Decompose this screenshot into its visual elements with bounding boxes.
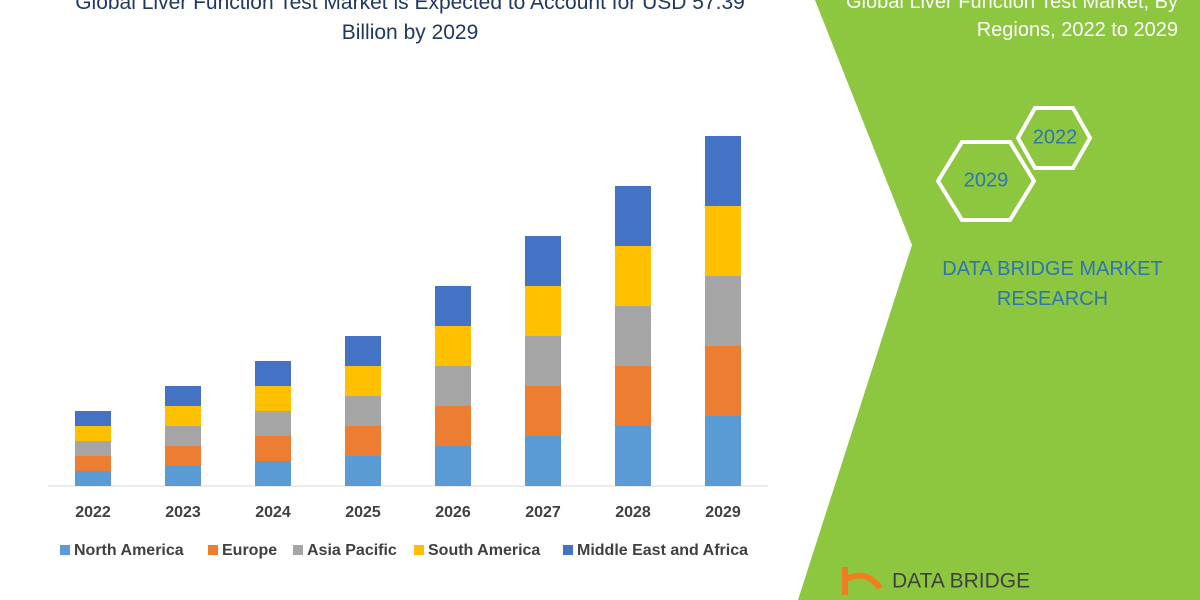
bar-segment — [525, 336, 561, 386]
bar-segment — [705, 206, 741, 276]
bar-segment — [525, 236, 561, 286]
x-tick-label: 2022 — [75, 504, 111, 521]
hexagon-label: 2022 — [1033, 126, 1078, 148]
bar-segment — [75, 411, 111, 426]
chart-title: Global Liver Function Test Market is Exp… — [75, 0, 745, 44]
bar-segment — [615, 306, 651, 366]
bar-segment — [525, 286, 561, 336]
legend-label: Europe — [222, 542, 277, 559]
legend-label: North America — [74, 542, 184, 559]
bar-segment — [165, 386, 201, 406]
bar-segment — [615, 426, 651, 486]
bar-segment — [345, 456, 381, 486]
bar-segment — [255, 386, 291, 411]
bar-segment — [615, 366, 651, 426]
bar-segment — [345, 396, 381, 426]
bar-segment — [525, 386, 561, 436]
bar-segment — [435, 286, 471, 326]
bar-segment — [705, 276, 741, 346]
bar-segment — [615, 246, 651, 306]
bar-segment — [165, 426, 201, 446]
x-tick-label: 2025 — [345, 504, 381, 521]
bar-segment — [255, 436, 291, 461]
bar-segment — [435, 446, 471, 486]
x-tick-label: 2023 — [165, 504, 201, 521]
bar-segment — [75, 471, 111, 486]
legend-label: Middle East and Africa — [577, 542, 748, 559]
legend-swatch — [414, 545, 424, 555]
bar-segment — [345, 426, 381, 456]
legend-swatch — [208, 545, 218, 555]
legend-swatch — [563, 545, 573, 555]
logo-icon — [842, 567, 883, 595]
x-tick-label: 2027 — [525, 504, 561, 521]
x-tick-label: 2029 — [705, 504, 741, 521]
bar-segment — [705, 346, 741, 416]
hexagon — [1015, 106, 1093, 170]
bar-segment — [705, 416, 741, 486]
bar-segment — [255, 461, 291, 486]
bar-segment — [435, 406, 471, 446]
panel-title: Global Liver Function Test Market, By Re… — [846, 0, 1178, 41]
legend-label: South America — [428, 542, 540, 559]
hexagon-label: 2029 — [964, 169, 1009, 191]
x-tick-label: 2024 — [255, 504, 291, 521]
logo-text: DATA BRIDGE — [892, 570, 1030, 593]
bar-segment — [255, 361, 291, 386]
bar-segment — [75, 426, 111, 441]
bar-segment — [525, 436, 561, 486]
bar-segment — [165, 466, 201, 486]
brand-text: DATA BRIDGE MARKET RESEARCH — [942, 258, 1163, 310]
legend-swatch — [60, 545, 70, 555]
bar-segment — [165, 446, 201, 466]
bar-segment — [255, 411, 291, 436]
bar-segment — [165, 406, 201, 426]
x-tick-label: 2028 — [615, 504, 651, 521]
bar-segment — [75, 441, 111, 456]
legend-swatch — [293, 545, 303, 555]
hexagon — [935, 140, 1037, 222]
bar-segment — [615, 186, 651, 246]
bar-segment — [435, 326, 471, 366]
bar-segment — [345, 336, 381, 366]
bar-segment — [705, 136, 741, 206]
bar-segment — [75, 456, 111, 471]
bar-segment — [435, 366, 471, 406]
x-tick-label: 2026 — [435, 504, 471, 521]
legend-label: Asia Pacific — [307, 542, 397, 559]
side-panel — [798, 0, 1200, 600]
bar-segment — [345, 366, 381, 396]
